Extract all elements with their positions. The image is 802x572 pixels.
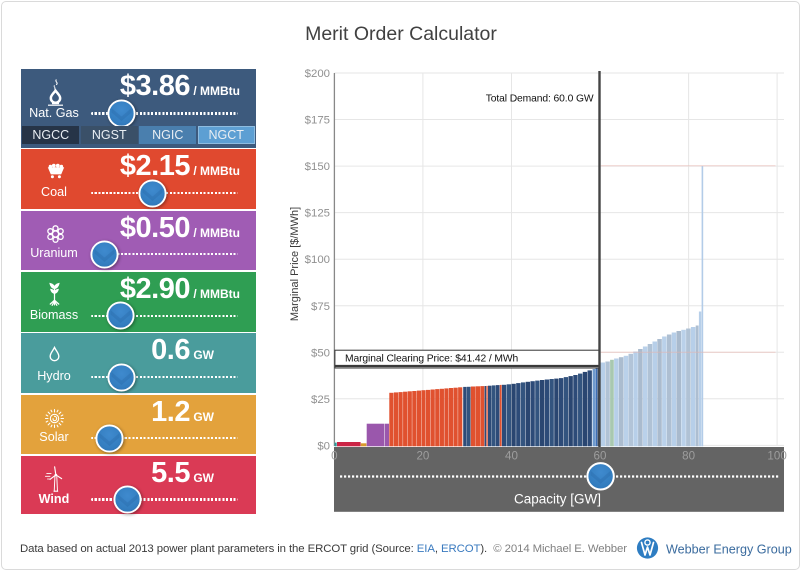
svg-text:20: 20	[416, 450, 429, 463]
svg-text:$75: $75	[311, 301, 330, 313]
svg-text:$175: $175	[305, 115, 330, 127]
svg-text:$125: $125	[305, 208, 330, 220]
svg-text:60: 60	[594, 450, 607, 463]
svg-text:$200: $200	[305, 68, 330, 80]
svg-text:Marginal Clearing Price: $41.4: Marginal Clearing Price: $41.42 / MWh	[345, 354, 519, 365]
svg-text:Total Demand: 60.0 GW: Total Demand: 60.0 GW	[486, 94, 594, 105]
svg-text:Marginal Price [$/MWh]: Marginal Price [$/MWh]	[289, 207, 301, 321]
svg-text:$100: $100	[305, 254, 330, 266]
svg-text:Capacity [GW]: Capacity [GW]	[514, 492, 601, 507]
svg-text:$25: $25	[311, 394, 330, 406]
svg-text:40: 40	[505, 450, 518, 463]
svg-text:$50: $50	[311, 347, 330, 359]
svg-text:0: 0	[331, 450, 337, 463]
svg-text:$150: $150	[305, 161, 330, 173]
svg-text:80: 80	[682, 450, 695, 463]
svg-text:Webber Energy Group: Webber Energy Group	[666, 543, 792, 557]
svg-text:$0: $0	[317, 440, 330, 452]
svg-text:100: 100	[767, 450, 786, 463]
